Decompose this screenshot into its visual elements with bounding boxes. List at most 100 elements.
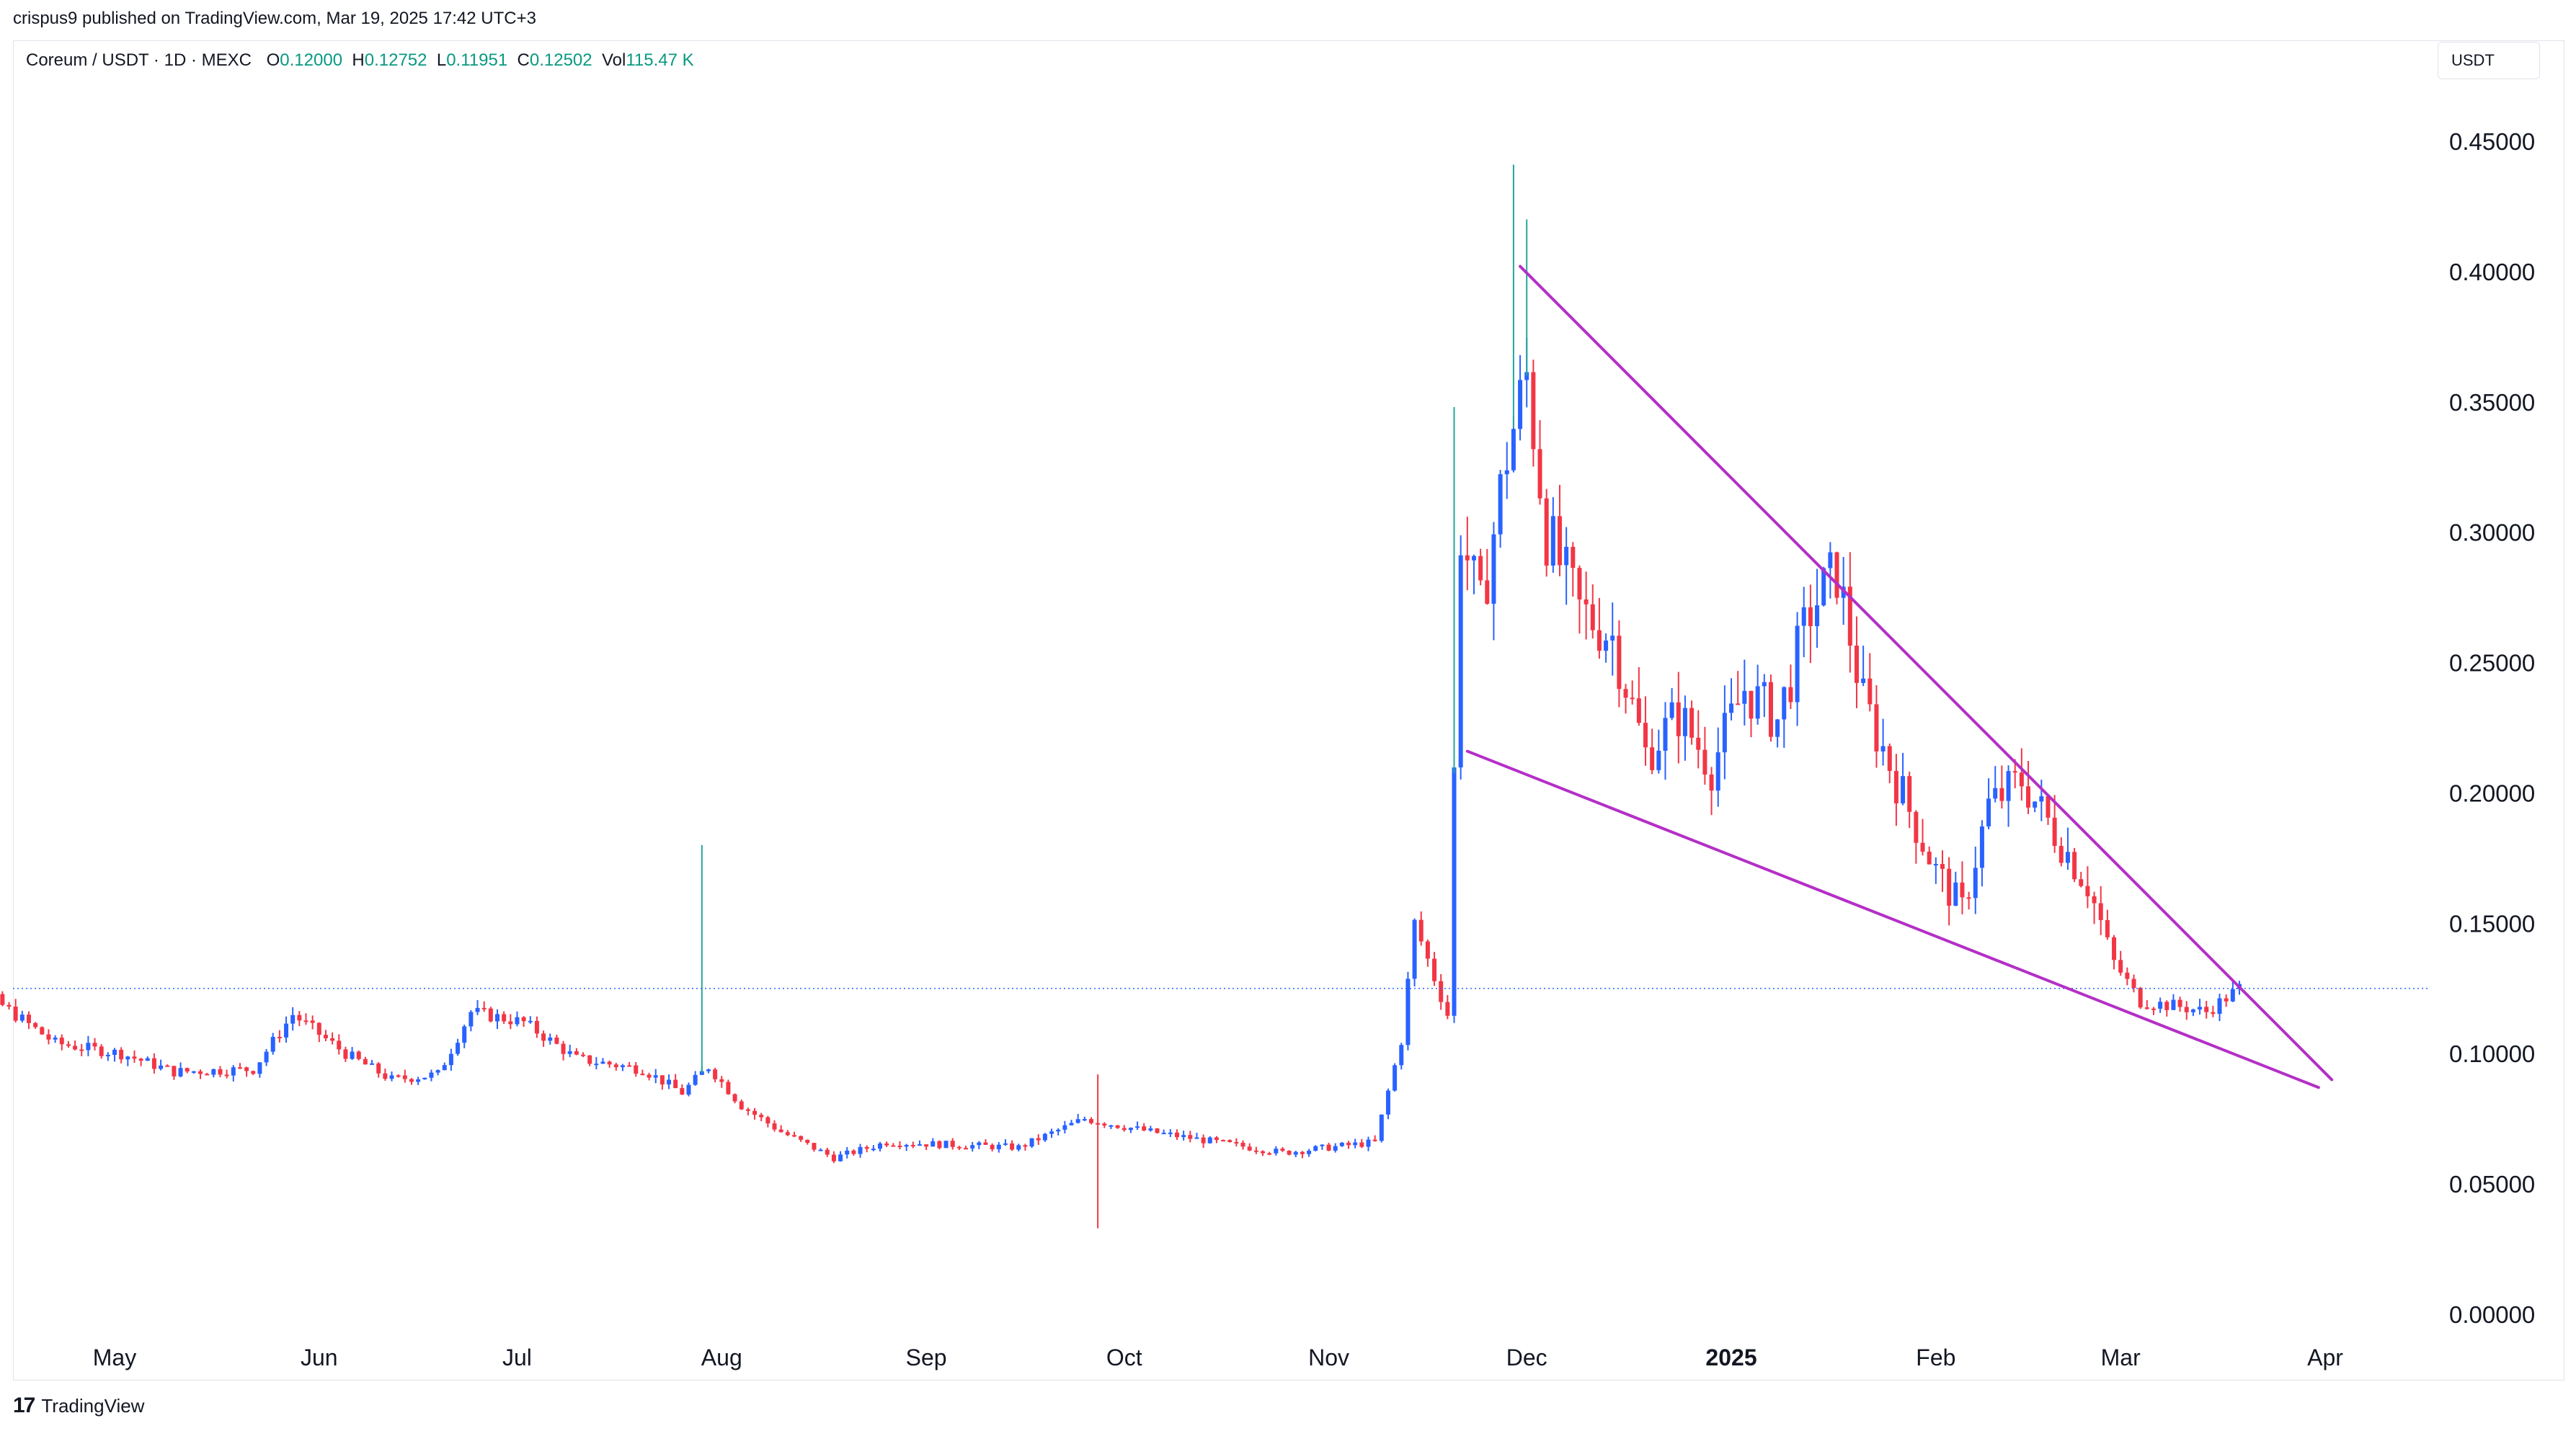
candle-body [1788,687,1793,703]
candle-body [330,1038,335,1041]
volume-label: Vol [601,50,626,70]
candle-body [1346,1142,1351,1146]
candle-body [1201,1137,1206,1144]
candle-body [1088,1119,1093,1123]
y-tick-label: 0.15000 [2449,910,2535,937]
candle-body [456,1043,461,1054]
candle-body [40,1027,45,1035]
candle-body [1102,1123,1107,1126]
candle-body [983,1142,988,1145]
candle-body [1993,788,1998,799]
candle-body [1801,607,1806,626]
candle-body [1188,1135,1193,1139]
y-tick-label: 0.35000 [2449,389,2535,416]
candle-body [956,1146,961,1149]
candle-body [92,1043,97,1047]
candle-body [831,1154,836,1162]
candle-body [1194,1137,1199,1139]
candle-body [119,1049,124,1060]
candle-body [791,1135,796,1137]
candle-body [2033,801,2038,808]
candle-body [2131,978,2136,988]
candle-body [752,1110,758,1115]
candle-body [1372,1139,1377,1141]
candle-body [1722,713,1727,753]
candle-body [442,1065,447,1071]
candle-body [264,1051,269,1063]
candle-body [231,1067,236,1076]
candle-body [1920,842,1925,852]
currency-unit-button[interactable]: USDT [2438,42,2540,79]
candle-body [125,1056,130,1060]
candle-body [1550,516,1555,566]
candle-body [1973,868,1978,899]
symbol-legend: Coreum / USDT · 1D · MEXC O0.12000 H0.12… [26,50,694,71]
candle-body [1696,737,1701,750]
candle-body [515,1017,520,1025]
candle-body [429,1072,434,1078]
x-tick-label: Oct [1106,1345,1142,1370]
candle-body [323,1035,328,1038]
candle-body [53,1038,58,1040]
candle-body [1933,864,1938,866]
candle-body [1142,1126,1147,1131]
candle-body [363,1058,368,1065]
candle-body [33,1022,38,1027]
candle-body [79,1049,84,1051]
candle-body [1907,776,1912,812]
candle-body [277,1037,282,1039]
candle-body [0,994,5,1005]
candle-body [1709,774,1714,791]
candle-body [1821,568,1826,606]
candle-body [534,1020,539,1034]
candle-body [350,1051,355,1059]
x-tick-label: May [93,1345,136,1370]
candle-body [759,1115,764,1118]
candle-body [1511,429,1516,471]
candle-body [316,1022,321,1035]
candle-body [105,1055,110,1057]
candle-body [1042,1133,1047,1141]
candle-body [2092,896,2097,904]
x-tick-label: Nov [1308,1345,1349,1370]
candle-body [587,1055,592,1064]
candle-body [2019,772,2024,787]
candle-body [2144,1007,2149,1009]
candle-body [1234,1141,1239,1144]
candle-body [1240,1142,1245,1147]
candle-body [2079,879,2084,886]
candle-body [2052,817,2057,846]
candle-body [1643,723,1648,748]
x-tick-label: Jul [502,1345,532,1370]
high-value: 0.12752 [364,50,427,70]
candle-body [2012,771,2017,773]
candle-body [1656,750,1661,770]
candle-body [1075,1119,1080,1123]
candle-body [1828,552,1833,569]
candle-body [1715,752,1720,791]
candle-body [667,1079,672,1085]
candle-body [1458,555,1463,768]
y-tick-label: 0.30000 [2449,520,2535,546]
candle-body [673,1079,678,1089]
candle-body [1491,534,1496,604]
candle-body [567,1051,572,1054]
candle-body [910,1145,915,1147]
candle-body [1880,746,1886,752]
candle-body [574,1051,579,1055]
candle-body [2098,903,2103,920]
candle-body [1596,630,1602,651]
candle-body [884,1143,889,1146]
candle-body [1353,1142,1358,1146]
x-tick-label: Apr [2307,1345,2343,1370]
x-tick-label: Sep [906,1345,947,1370]
candle-body [1901,776,1906,803]
candle-body [416,1079,421,1082]
candle-body [224,1074,229,1076]
candle-body [1049,1131,1054,1134]
candle-body [950,1141,955,1147]
candle-body [132,1056,137,1059]
tradingview-logo[interactable]: 17 TradingView [13,1394,144,1418]
candle-body [1227,1140,1233,1142]
